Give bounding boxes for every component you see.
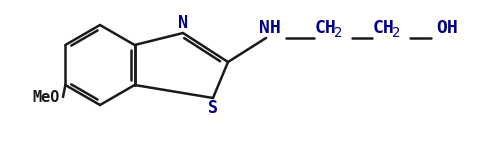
Text: N: N [178,14,188,32]
Text: 2: 2 [334,26,342,40]
Text: 2: 2 [392,26,400,40]
Text: MeO: MeO [32,90,59,105]
Text: CH: CH [373,19,395,37]
Text: CH: CH [315,19,337,37]
Text: S: S [208,99,218,117]
Text: NH: NH [259,19,281,37]
Text: OH: OH [436,19,458,37]
